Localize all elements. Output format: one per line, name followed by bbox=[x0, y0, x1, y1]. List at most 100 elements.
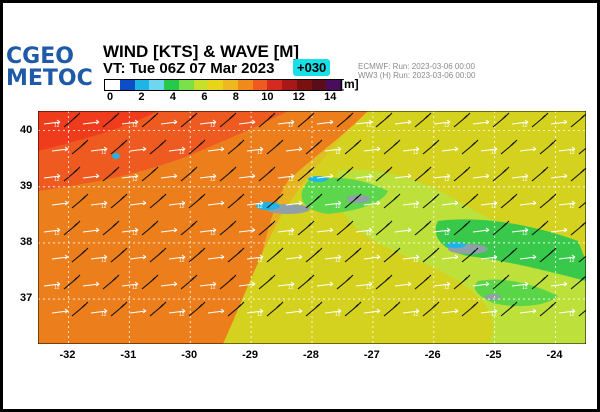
low-wave-blob-4 bbox=[112, 153, 120, 159]
longitude-label: -25 bbox=[485, 349, 502, 361]
wave-direction-arrow bbox=[441, 310, 459, 314]
wind-barb bbox=[453, 274, 471, 290]
wind-barb bbox=[110, 301, 128, 317]
wind-barb bbox=[180, 274, 198, 290]
wave-direction-arrow bbox=[355, 175, 373, 179]
wave-direction-arrow bbox=[472, 229, 490, 233]
wind-barb bbox=[500, 301, 518, 317]
barb-speed-label: 12 bbox=[179, 150, 185, 156]
wind-barb bbox=[539, 139, 557, 155]
wave-direction-arrowhead bbox=[415, 146, 420, 152]
wind-barb bbox=[149, 139, 167, 155]
wave-direction-arrowhead bbox=[298, 146, 303, 152]
wind-barb bbox=[63, 112, 81, 128]
wind-barb bbox=[180, 166, 198, 182]
wave-direction-arrow bbox=[90, 148, 108, 152]
wave-direction-arrowhead bbox=[532, 308, 537, 314]
colorbar-tick-label: 12 bbox=[292, 91, 305, 103]
wave-direction-arrowhead bbox=[290, 173, 295, 179]
barb-speed-label: 12 bbox=[54, 285, 60, 291]
colorbar-tick-label: 2 bbox=[138, 91, 145, 103]
longitude-label: -26 bbox=[424, 349, 441, 361]
wave-direction-arrow bbox=[394, 283, 412, 287]
wind-barb bbox=[344, 193, 362, 209]
wave-direction-arrowhead bbox=[524, 173, 529, 179]
wave-direction-arrowhead bbox=[251, 227, 256, 233]
wave-direction-arrowhead bbox=[173, 173, 178, 179]
wave-direction-arrow bbox=[160, 121, 178, 125]
wave-direction-arrow bbox=[168, 310, 186, 314]
wave-direction-arrowhead bbox=[259, 200, 264, 206]
wave-direction-arrow bbox=[82, 175, 100, 179]
wind-barb bbox=[375, 166, 393, 182]
wave-direction-arrowhead bbox=[407, 281, 412, 287]
wind-barb bbox=[141, 112, 159, 128]
wave-direction-arrow bbox=[519, 310, 537, 314]
wave-wind-map: 12 12 12 12 12 12 12 12 12 12 12 12 12 12 12 12 12 12 12 12… bbox=[38, 111, 586, 344]
wind-barb bbox=[63, 274, 81, 290]
wind-barb bbox=[336, 220, 354, 236]
colorbar-swatch bbox=[326, 80, 341, 90]
barb-speed-label: 12 bbox=[132, 123, 138, 129]
wave-direction-arrowhead bbox=[337, 200, 342, 206]
wave-direction-arrowhead bbox=[407, 119, 412, 125]
wave-direction-arrowhead bbox=[454, 200, 459, 206]
colorbar-tick-label: 0 bbox=[106, 91, 114, 103]
wind-barb bbox=[344, 247, 362, 263]
longitude-label: -24 bbox=[546, 349, 563, 361]
barb-speed-label: 12 bbox=[522, 177, 528, 183]
wave-direction-arrow bbox=[519, 202, 537, 206]
island-shadow-4 bbox=[485, 294, 501, 300]
wind-barb bbox=[383, 139, 401, 155]
barb-speed-label: 12 bbox=[288, 285, 294, 291]
wind-barb bbox=[102, 274, 120, 290]
wind-barb bbox=[71, 193, 89, 209]
wind-barb bbox=[344, 139, 362, 155]
wave-direction-arrow bbox=[168, 202, 186, 206]
colorbar-swatch bbox=[134, 80, 150, 90]
wave-direction-arrowhead bbox=[368, 119, 373, 125]
barb-speed-label: 12 bbox=[101, 150, 107, 156]
wind-barb bbox=[110, 139, 128, 155]
wind-barb bbox=[102, 220, 120, 236]
wave-direction-arrow bbox=[238, 283, 256, 287]
wave-direction-arrow bbox=[472, 175, 490, 179]
wind-barb bbox=[492, 112, 510, 128]
wave-direction-arrow bbox=[285, 310, 303, 314]
wave-direction-arrow bbox=[394, 175, 412, 179]
barb-speed-label: 12 bbox=[335, 204, 341, 210]
barb-speed-label: 12 bbox=[522, 285, 528, 291]
wave-direction-arrowhead bbox=[493, 308, 498, 314]
wind-barb bbox=[149, 301, 167, 317]
wave-direction-arrowhead bbox=[134, 281, 139, 287]
wave-direction-arrowhead bbox=[251, 281, 256, 287]
wave-direction-arrow bbox=[363, 310, 381, 314]
colorbar-swatch bbox=[311, 80, 327, 90]
wave-direction-arrowhead bbox=[142, 254, 147, 260]
wave-direction-arrowhead bbox=[290, 281, 295, 287]
island-shadow-2 bbox=[346, 195, 370, 203]
wave-direction-arrow bbox=[558, 256, 576, 260]
barb-speed-label: 12 bbox=[335, 258, 341, 264]
wind-barb bbox=[227, 193, 245, 209]
wave-direction-arrow bbox=[129, 256, 147, 260]
wave-direction-arrowhead bbox=[571, 200, 576, 206]
barb-speed-label: 12 bbox=[491, 258, 497, 264]
barb-speed-label: 12 bbox=[491, 312, 497, 318]
barb-speed-label: 12 bbox=[101, 258, 107, 264]
low-wave-blob-3 bbox=[446, 242, 466, 248]
wind-barb bbox=[578, 147, 586, 155]
wave-direction-arrowhead bbox=[220, 308, 225, 314]
cgeo-metoc-logo: CGEO METOC bbox=[6, 46, 98, 90]
wave-direction-arrowhead bbox=[376, 308, 381, 314]
barb-speed-label: 12 bbox=[569, 150, 575, 156]
wind-barb bbox=[422, 139, 440, 155]
wind-barb bbox=[258, 112, 276, 128]
barb-speed-label: 12 bbox=[288, 123, 294, 129]
wave-direction-arrow bbox=[316, 121, 334, 125]
wind-barb bbox=[336, 112, 354, 128]
wave-direction-arrowhead bbox=[95, 173, 100, 179]
wave-direction-arrowhead bbox=[415, 200, 420, 206]
wave-direction-arrow bbox=[519, 256, 537, 260]
wave-direction-arrow bbox=[394, 121, 412, 125]
